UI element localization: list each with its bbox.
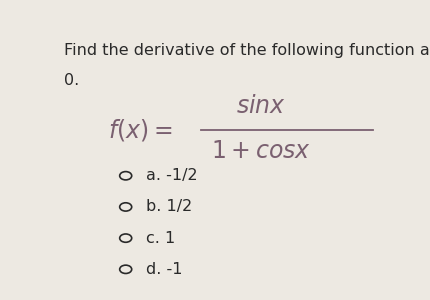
Text: d. -1: d. -1 xyxy=(145,262,182,277)
Text: c. 1: c. 1 xyxy=(145,231,175,246)
Text: $\mathit{1 + cosx}$: $\mathit{1 + cosx}$ xyxy=(211,140,310,164)
Text: $\mathit{f}(\mathit{x}) =$: $\mathit{f}(\mathit{x}) =$ xyxy=(108,117,172,142)
Text: Find the derivative of the following function at x =: Find the derivative of the following fun… xyxy=(64,43,430,58)
Text: $\mathit{sinx}$: $\mathit{sinx}$ xyxy=(235,94,286,118)
Text: a. -1/2: a. -1/2 xyxy=(145,168,197,183)
Text: b. 1/2: b. 1/2 xyxy=(145,200,191,214)
Text: 0.: 0. xyxy=(64,73,79,88)
